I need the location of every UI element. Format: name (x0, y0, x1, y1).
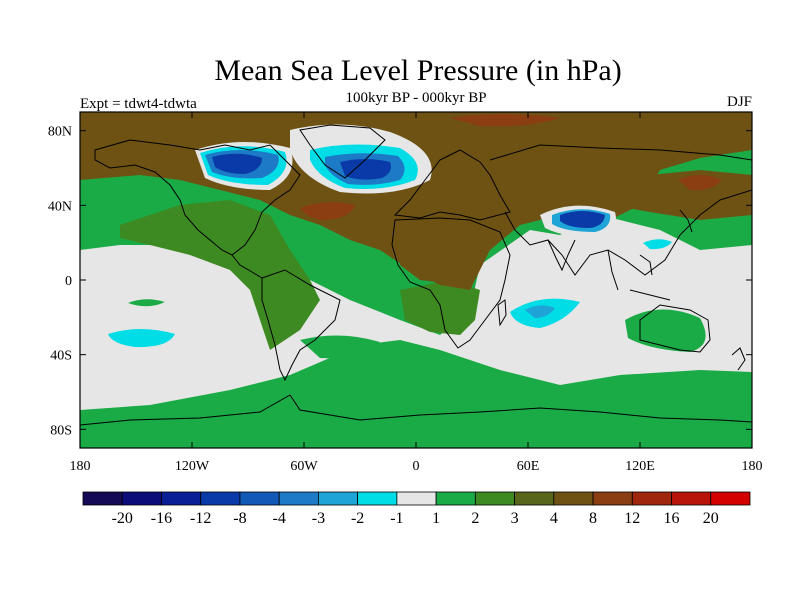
pressure-field (80, 112, 752, 448)
colorbar-label: -16 (151, 510, 172, 527)
colorbar-label: 20 (703, 510, 719, 527)
colorbar-swatch (396, 491, 437, 506)
colorbar-label: -2 (351, 510, 364, 527)
field-negative-hudson-core (212, 153, 262, 174)
field-4-8-hpa-africa (400, 240, 480, 285)
coast-new-zealand (731, 347, 746, 371)
season-label: DJF (727, 94, 752, 110)
field-positive-south (80, 340, 752, 448)
colorbar-label: -12 (190, 510, 211, 527)
colorbar-swatch (474, 491, 515, 506)
experiment-label: Expt = tdwt4-tdwta (80, 96, 197, 112)
colorbar-swatch (318, 491, 359, 506)
field-negative-asia-core (560, 211, 605, 228)
field-8-12-hpa-asia (678, 175, 722, 191)
lon-tick-label: 120W (175, 459, 210, 474)
colorbar-swatch (357, 491, 398, 506)
coast-europe (393, 149, 511, 221)
coast-south-america (261, 269, 341, 382)
map-title: Mean Sea Level Pressure (in hPa) (214, 54, 621, 87)
colorbar-swatch (239, 491, 280, 506)
colorbar-label: -4 (273, 510, 286, 527)
colorbar-swatch (161, 491, 202, 506)
field-negative-atlantic-core (340, 159, 391, 180)
colorbar-label: 1 (432, 510, 440, 527)
colorbar-label: 8 (589, 510, 597, 527)
lat-tick-label: 0 (65, 274, 72, 289)
lat-tick-label: 80N (48, 125, 72, 140)
colorbar-swatch (592, 491, 633, 506)
colorbar-swatch (121, 491, 162, 506)
lat-tick-label: 40N (48, 199, 72, 214)
lon-tick-label: 60E (517, 459, 540, 474)
colorbar-label: 3 (511, 510, 519, 527)
colorbar-label: 16 (664, 510, 680, 527)
lon-tick-label: 180 (70, 459, 91, 474)
colorbar-swatch (435, 491, 476, 506)
axis-ticks: 80N 40N 0 40S 80S 180 120W 60W 0 60E 120E 180 (48, 112, 763, 474)
coast-africa (391, 217, 511, 349)
colorbar-label: -20 (112, 510, 133, 527)
lat-tick-label: 40S (50, 349, 72, 364)
field-3-4-hpa (120, 200, 320, 350)
coast-india (547, 239, 576, 272)
field-positive-pacific (128, 299, 165, 307)
colorbar-swatch (710, 491, 751, 506)
coastlines (80, 124, 752, 426)
coast-greenland (299, 124, 386, 179)
colorbar-label: 12 (624, 510, 640, 527)
colorbar-label: -8 (233, 510, 246, 527)
field-8-12-hpa-atlantic (300, 202, 355, 220)
colorbar-swatch (671, 491, 712, 506)
field-negative-indian-core (525, 305, 555, 318)
lon-tick-label: 60W (290, 459, 318, 474)
colorbar: -20 -16 -12 -8 -4 -3 -2 -1 1 2 3 4 8 12 16 20 (82, 491, 751, 527)
colorbar-label: -1 (390, 510, 403, 527)
field-8-12-hpa-arctic (450, 114, 560, 127)
coast-japan (679, 209, 693, 233)
coast-north-america (94, 139, 301, 256)
colorbar-swatch (553, 491, 594, 506)
coast-southeast-asia (607, 249, 671, 301)
lat-tick-label: 80S (50, 423, 72, 438)
colorbar-swatch (200, 491, 241, 506)
colorbar-swatch (278, 491, 319, 506)
field-positive-south-atlantic (300, 335, 380, 359)
lon-tick-label: 120E (625, 459, 655, 474)
colorbar-label: 2 (471, 510, 479, 527)
coast-madagascar (497, 299, 507, 327)
colorbar-swatch (82, 491, 123, 506)
field-negative-pacific (108, 329, 175, 348)
coast-antarctica (80, 394, 752, 426)
colorbar-swatch (631, 491, 672, 506)
period-label: 100kyr BP - 000kyr BP (345, 90, 486, 106)
coast-australia (639, 304, 711, 353)
coast-central-america (231, 254, 263, 279)
colorbar-label: -3 (312, 510, 325, 527)
field-negative-wpacific (643, 239, 672, 250)
colorbar-label: 4 (550, 510, 558, 527)
colorbar-swatch (514, 491, 555, 506)
lon-tick-label: 0 (413, 459, 420, 474)
lon-tick-label: 180 (742, 459, 763, 474)
